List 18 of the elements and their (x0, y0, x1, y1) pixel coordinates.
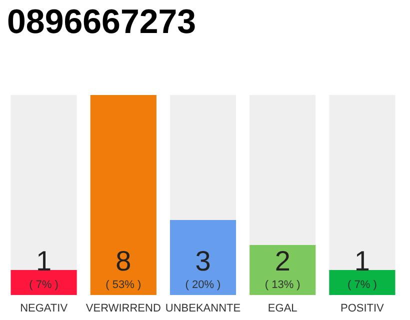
x-tick-label: NEGATIV (20, 302, 68, 314)
annotation: ( 20% ) (185, 279, 221, 291)
chart-title: 0896667273 (7, 3, 196, 41)
bar (10, 270, 77, 295)
annotation: ( 53% ) (106, 279, 142, 291)
x-tick-label: VERWIRREND (86, 302, 161, 314)
bar (329, 270, 396, 295)
annotation: ( 7% ) (29, 279, 58, 291)
data-label: 1 (36, 246, 52, 276)
annotation: ( 13% ) (264, 279, 300, 291)
annotation: ( 7% ) (348, 279, 377, 291)
x-tick-label: POSITIV (340, 302, 385, 314)
x-tick-label: EGAL (268, 302, 298, 314)
data-label: 3 (195, 246, 211, 276)
x-tick-label: UNBEKANNTE (165, 302, 241, 314)
data-label: 2 (274, 246, 290, 276)
data-label: 1 (354, 246, 370, 276)
data-label: 8 (116, 246, 132, 276)
